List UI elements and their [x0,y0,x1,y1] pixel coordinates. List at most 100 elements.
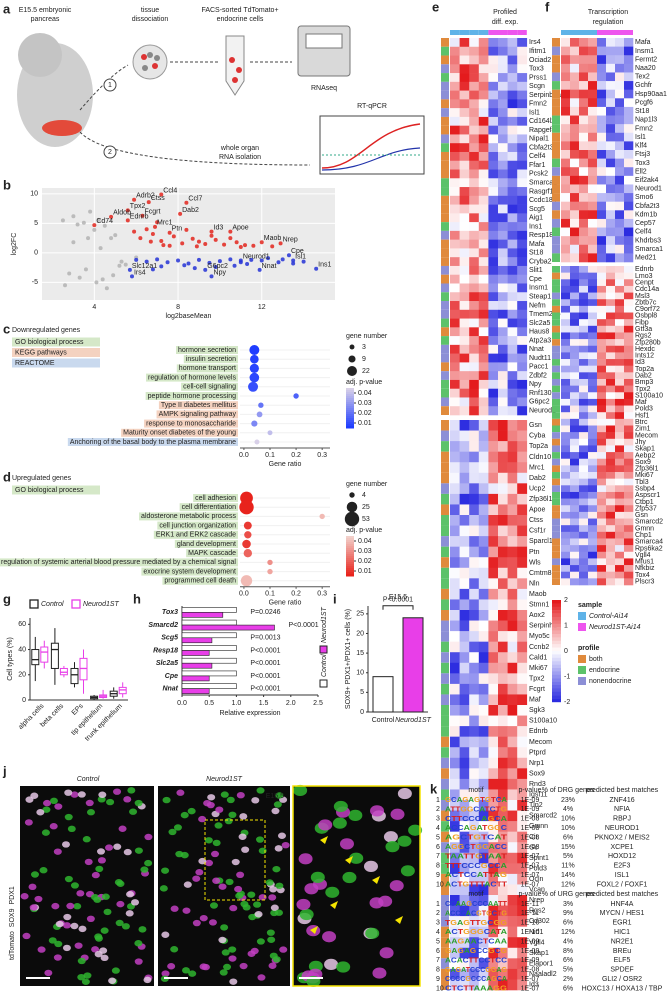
heatmap-cell [488,257,499,267]
profile-cell [552,218,560,228]
gene-label: Cep57 [635,220,656,227]
heatmap-cell [615,359,625,366]
cell-blob [201,963,210,971]
label: whole organ [220,145,259,152]
y-tick-label: 0 [22,697,26,704]
profile-cell [441,800,449,811]
heatmap-cell [498,905,508,917]
heatmap-cell [498,631,508,642]
heatmap-cell [579,38,589,47]
x-tick-label: 12 [258,304,266,311]
gene-label: Rps6ka2 [635,545,663,552]
heatmap-cell [469,504,480,516]
heatmap-cell [498,397,508,407]
profile-cell [552,299,560,306]
panel-label: e [432,0,439,14]
heatmap-cell [615,385,625,393]
cell-blob [208,919,217,926]
heatmap-cell [498,99,508,109]
cell-blob [293,784,308,797]
panel-label: b [3,177,11,192]
heatmap-cell [469,916,480,927]
gene-label: Npy [529,381,542,388]
cell-blob [51,902,60,910]
heatmap-cell [478,274,489,284]
heatmap-cell [507,726,518,737]
cell-blob [111,967,120,974]
sample-bar [459,30,470,35]
cell-blob [118,825,127,832]
heatmap-cell [459,99,470,109]
term-label: gland development [177,541,236,548]
heatmap-cell [488,631,499,642]
heatmap-cell [517,99,528,109]
cell-blob [247,950,256,957]
cell-blob [269,952,278,959]
cell-blob [140,866,149,873]
dot [319,513,325,520]
gene-label: Fmn2 [529,101,547,108]
profile-cell [441,757,449,769]
label: pancreas [31,16,60,23]
heatmap-cell [498,265,508,276]
heatmap-cell [488,327,499,337]
heatmap-cell [488,73,499,83]
point [75,222,80,227]
heatmap-cell [561,227,571,237]
heatmap-cell [588,150,598,159]
heatmap-cell [450,257,460,267]
point [159,239,164,244]
heatmap-cell [615,266,625,273]
y-tick-label: 15 [356,650,364,657]
heatmap-cell [588,299,598,307]
heatmap-cell [459,821,470,832]
heatmap-cell [597,491,607,499]
y-tick-label: 40 [18,646,26,653]
heatmap-cell [469,852,480,864]
heatmap-cell [517,55,528,65]
heatmap-cell [606,98,616,108]
heatmap-cell [517,515,528,526]
sample-bar [579,30,588,35]
row-index: 3 [436,920,440,927]
heatmap-cell [615,531,625,539]
heatmap-cell [588,418,598,426]
p-value: P=0.0246 [250,609,280,616]
gene-label: Neurod1 [635,186,662,193]
heatmap-cell [488,525,499,537]
heatmap-cell [597,253,607,263]
size-key [346,501,358,513]
profile-cell [552,458,560,466]
heatmap-cell [606,392,616,400]
heatmap-cell [488,362,499,372]
profile-cell [552,551,560,559]
heatmap-cell [478,884,489,896]
heatmap-cell [588,438,598,446]
legend-title: gene number [346,481,388,488]
colorbar-cell [552,681,561,686]
heatmap-cell [561,332,571,340]
y-tick-label: 5 [34,220,38,227]
heatmap-cell [498,567,508,579]
heatmap-cell [624,285,634,293]
term-label: hormone transport [179,365,236,372]
heatmap-cell [517,362,528,372]
heatmap-cell [507,652,518,664]
heatmap-cell [498,493,508,505]
heatmap-cell [517,483,528,495]
heatmap-cell [459,789,470,801]
heatmap-cell [624,150,634,159]
heatmap-cell [459,430,470,442]
label: E15.5 embryonic [19,7,72,14]
heatmap-cell [615,227,625,237]
heatmap-cell [478,379,489,389]
heatmap-cell [469,187,480,197]
heatmap-cell [478,64,489,74]
heatmap-cell [615,244,625,254]
heatmap-cell [469,64,480,74]
heatmap-cell [606,253,616,263]
point [140,213,145,218]
legend-title: gene number [346,333,388,340]
colorbar-cell [346,548,354,551]
heatmap-cell [624,438,634,446]
